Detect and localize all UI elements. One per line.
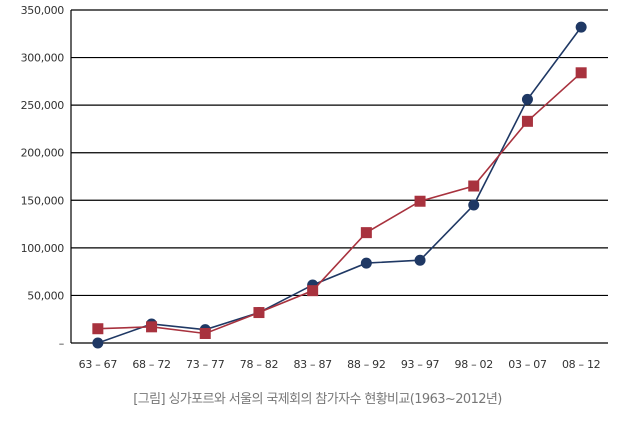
y-tick-label: – bbox=[59, 337, 64, 350]
x-tick-label: 63 – 67 bbox=[79, 358, 118, 371]
data-point-square bbox=[146, 321, 158, 333]
data-point-square bbox=[307, 285, 319, 297]
series-line-1 bbox=[97, 26, 582, 344]
data-point-square bbox=[521, 115, 533, 127]
x-tick-label: 73 – 77 bbox=[186, 358, 225, 371]
x-tick-label: 98 – 02 bbox=[455, 358, 493, 371]
x-tick-label: 03 – 07 bbox=[508, 358, 547, 371]
data-point-square bbox=[253, 307, 265, 319]
data-point-square bbox=[468, 180, 480, 192]
series-group bbox=[92, 21, 587, 349]
data-point-circle bbox=[92, 337, 104, 349]
y-tick-label: 200,000 bbox=[21, 147, 65, 160]
y-tick-label: 150,000 bbox=[21, 194, 65, 207]
data-point-square bbox=[414, 195, 426, 207]
data-point-circle bbox=[468, 199, 480, 211]
data-point-square bbox=[199, 327, 211, 339]
figure-caption: [그림] 싱가포르와 서울의 국제회의 참가자수 현황비교(1963~2012년… bbox=[133, 392, 502, 407]
y-tick-label: 100,000 bbox=[21, 242, 65, 255]
data-point-square bbox=[575, 67, 587, 79]
data-point-circle bbox=[360, 257, 372, 269]
data-point-circle bbox=[521, 93, 533, 105]
gridlines bbox=[71, 9, 608, 344]
line-chart: – 50,000 100,000 150,000 200,000 250,000 300,0… bbox=[21, 4, 608, 371]
y-tick-label: 250,000 bbox=[21, 99, 65, 112]
x-axis-ticks: 63 – 67 68 – 72 73 – 77 78 – 82 83 – 87 88 – … bbox=[79, 358, 601, 371]
data-point-square bbox=[360, 227, 372, 239]
x-tick-label: 68 – 72 bbox=[132, 358, 170, 371]
y-axis-ticks: – 50,000 100,000 150,000 200,000 250,000 300,0… bbox=[21, 4, 65, 350]
data-point-circle bbox=[575, 21, 587, 33]
x-tick-label: 08 – 12 bbox=[562, 358, 600, 371]
y-tick-label: 300,000 bbox=[21, 52, 65, 65]
x-tick-label: 78 – 82 bbox=[240, 358, 278, 371]
x-tick-label: 93 – 97 bbox=[401, 358, 440, 371]
y-tick-label: 350,000 bbox=[21, 4, 65, 17]
y-tick-label: 50,000 bbox=[27, 289, 64, 302]
x-tick-label: 88 – 92 bbox=[347, 358, 385, 371]
data-point-square bbox=[92, 323, 104, 335]
data-point-circle bbox=[414, 254, 426, 266]
series-line-2 bbox=[97, 72, 582, 335]
x-tick-label: 83 – 87 bbox=[293, 358, 332, 371]
